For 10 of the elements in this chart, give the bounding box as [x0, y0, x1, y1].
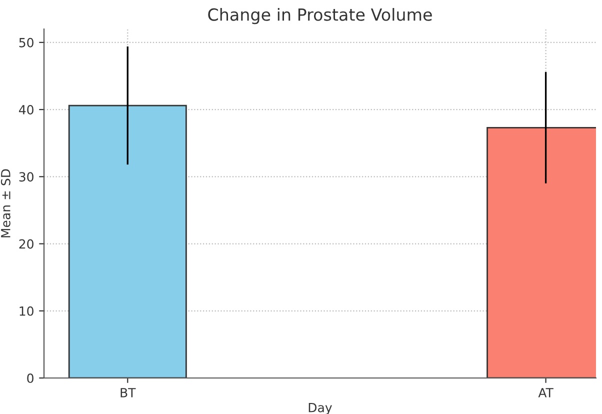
y-tick-label: 30	[19, 172, 34, 182]
y-tick-label: 20	[19, 239, 34, 249]
y-tick-label: 50	[19, 38, 34, 48]
y-tick-label: 0	[27, 373, 34, 383]
y-axis-title: Mean ± SD	[0, 169, 10, 238]
x-tick-label: AT	[538, 388, 554, 398]
y-tick-label: 10	[20, 306, 34, 316]
y-tick-label: 40	[18, 105, 34, 114]
chart-title: Change in Prostate Volume	[208, 8, 432, 24]
x-tick-label: BT	[120, 388, 136, 398]
